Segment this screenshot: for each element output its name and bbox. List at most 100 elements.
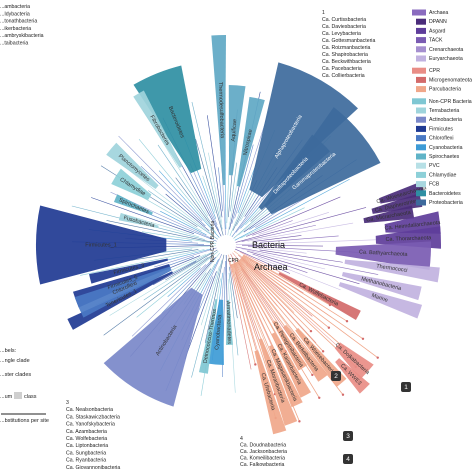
clade-label: Cyanobacteria — [214, 313, 223, 350]
list-item: Ca. Gottesmanbacteria — [322, 38, 375, 44]
tree-branch — [184, 271, 217, 359]
tree-branch — [252, 220, 293, 236]
clade-label: Marine — [371, 293, 389, 304]
legend-label: Crenarchaeota — [429, 47, 463, 53]
cpr-branch — [242, 255, 348, 322]
list-item: Ca. Nealsonbacteria — [66, 407, 113, 413]
list-item: Ca. Giovannonibacteria — [66, 465, 120, 471]
tree-branch — [242, 259, 337, 346]
clade-wedge — [338, 282, 423, 319]
tree-branch — [252, 253, 308, 273]
list-item: ...ambacteria — [0, 4, 30, 10]
cpr-tip — [309, 329, 313, 333]
legend-swatch — [416, 46, 426, 53]
cpr-tip — [311, 373, 314, 377]
legend-label: Bacteroidetes — [429, 191, 461, 197]
tree-branch — [141, 231, 217, 244]
tree-branch — [191, 260, 223, 378]
list-item: ...ikerbacteria — [0, 26, 31, 32]
tree-branch — [136, 251, 219, 318]
tree-branch — [175, 177, 214, 228]
legend-swatch — [412, 67, 426, 74]
tree-branch — [241, 248, 326, 270]
clade-wedge — [226, 299, 233, 345]
legend-label: DPANN — [429, 19, 447, 25]
tree-branch — [157, 144, 211, 223]
tree-branch — [142, 211, 217, 242]
tree-branch — [257, 257, 341, 291]
clade-wedge — [133, 90, 183, 168]
clade-wedge — [272, 320, 308, 371]
legend-label: CPR — [429, 68, 440, 74]
clade-wedge — [371, 193, 423, 214]
tree-branch — [235, 246, 379, 275]
cpr-tip — [341, 393, 345, 396]
clade-label: Ca. Thorarchaeota — [385, 235, 432, 243]
legend-label: Asgard — [429, 28, 446, 34]
tree-branch — [241, 224, 316, 242]
tree-branch — [200, 265, 220, 326]
list-item: Ca. Wolfebacteria — [66, 436, 107, 442]
non-cpr-bacteria-label: Non-CPR Bacteria — [210, 221, 216, 262]
clade-wedge — [384, 211, 441, 234]
cpr-tip — [254, 363, 257, 366]
cpr-tip — [318, 396, 321, 399]
bacteria-label: Bacteria — [252, 240, 285, 250]
clade-wedge — [264, 107, 381, 215]
tree-branch — [237, 162, 257, 214]
clade-wedge — [67, 271, 174, 330]
cpr-branch — [241, 257, 330, 329]
list-item: Ca. Collierbacteria — [322, 73, 365, 79]
legend-label: Cyanobacteria — [429, 145, 463, 151]
clade-wedge — [103, 287, 203, 407]
list-item: Ca. Curtissbacteria — [322, 17, 366, 23]
tree-branch — [204, 254, 225, 343]
legend-label: Actinobacteria — [429, 117, 462, 123]
cpr-branch — [230, 264, 256, 365]
tree-branch — [91, 197, 195, 234]
tree-branch — [240, 207, 305, 239]
cluster-badge-label: 1 — [404, 384, 408, 391]
list-item: Ca. Beckwithbacteria — [322, 59, 371, 65]
legend-swatch — [416, 171, 426, 178]
legend-swatch — [416, 162, 426, 169]
cpr-branch — [240, 257, 344, 347]
cpr-tip — [327, 326, 331, 329]
clade-wedge — [228, 85, 246, 176]
list-item: ...taibacteria — [0, 41, 28, 47]
tree-branch — [231, 144, 254, 224]
list-item: Ca. Pacebacteria — [322, 66, 362, 72]
tree-branch — [191, 101, 223, 230]
tree-branch — [207, 115, 223, 218]
tree-branch — [154, 247, 217, 268]
clade-label: Ca. Heimdallarchaeota — [384, 220, 441, 232]
list-item: Ca. Sungbacteria — [66, 450, 106, 456]
legend-swatch — [416, 116, 426, 123]
clade-wedge — [379, 181, 425, 204]
tree-branch — [228, 272, 239, 356]
tree-branch — [124, 214, 200, 238]
list-item: Ca. Staskawiczbacteria — [66, 414, 120, 420]
list-item: ...ambryskibacteria — [0, 33, 44, 39]
tree-branch — [229, 266, 238, 319]
legend-swatch — [416, 144, 426, 151]
cluster-badge — [343, 431, 353, 441]
cpr-branch — [231, 263, 276, 395]
cpr-tip — [376, 356, 379, 359]
tree-branch — [245, 264, 295, 313]
legend-swatch — [416, 181, 426, 188]
legend-swatch — [416, 86, 426, 93]
cpr-branch — [239, 259, 324, 352]
clade-wedge — [89, 258, 169, 284]
tree-branch — [131, 249, 199, 261]
cpr-branch — [239, 258, 312, 332]
clade-wedge — [363, 205, 415, 224]
tree-branch — [189, 163, 218, 225]
clade-label: Nitrospirae — [243, 129, 254, 156]
tree-branch — [208, 152, 223, 224]
clade-wedge — [111, 168, 152, 200]
legend-label: Euryarchaeota — [429, 56, 463, 62]
